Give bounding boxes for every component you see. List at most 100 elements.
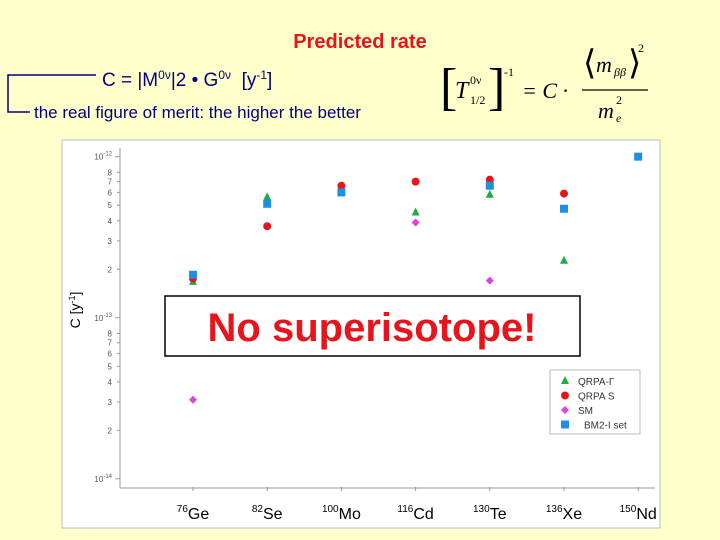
marker <box>485 181 494 190</box>
isotope-mass: 116 <box>397 504 413 515</box>
formula-part: m <box>598 98 614 123</box>
isotope-mass: 100 <box>322 504 339 515</box>
formula-sup: 0ν <box>158 68 171 82</box>
marker <box>411 177 420 186</box>
angle: ⟩ <box>628 45 641 82</box>
y-tick-label: 2 <box>108 426 113 435</box>
formula-sub: ββ <box>613 65 626 79</box>
formula-sup: 2 <box>638 41 644 55</box>
tick-text: 7 <box>108 178 113 187</box>
marker <box>263 199 272 208</box>
formula-sup: -1 <box>256 68 267 82</box>
y-tick-label: 10-14 <box>94 474 112 484</box>
y-tick-label: 5 <box>108 362 113 371</box>
slide-title: Predicted rate <box>293 31 426 53</box>
marker <box>560 204 568 213</box>
tick-text: 5 <box>108 362 113 371</box>
formula-sub: 1/2 <box>470 93 485 107</box>
marker <box>411 218 420 227</box>
marker <box>485 189 494 198</box>
tick-text: 4 <box>108 217 113 226</box>
tick-text: 8 <box>108 329 113 338</box>
legend-label: SM <box>578 406 593 417</box>
isotope-mass: 82 <box>252 504 264 515</box>
tick-text: 3 <box>108 398 113 407</box>
isotope-symbol: Te <box>490 506 507 523</box>
isotope-symbol: Ge <box>188 506 209 523</box>
y-tick-label: 4 <box>108 217 113 226</box>
tick-text: 6 <box>108 349 113 358</box>
isotope-symbol: Mo <box>339 506 361 523</box>
marker <box>561 420 569 429</box>
y-tick-label: 8 <box>108 329 113 338</box>
bracket-arrow <box>7 74 96 113</box>
marker <box>561 376 569 384</box>
tick-text: 8 <box>108 168 113 177</box>
x-tick-label: 116Cd <box>397 504 433 523</box>
annotation-box <box>164 295 581 357</box>
formula-part: = C · <box>522 78 568 103</box>
rate-formula: [ T 0ν 1/2 ] -1 = C · ⟨ m ββ ⟩ 2 m e 2 <box>440 41 648 125</box>
y-tick-label: 7 <box>108 178 113 187</box>
tick-text: 2 <box>108 265 113 274</box>
tick-text: 10 <box>94 314 103 323</box>
isotope-mass: 76 <box>177 504 189 515</box>
bracket: ] <box>488 59 505 116</box>
y-tick-label: 3 <box>108 237 113 246</box>
y-tick-label: 10-13 <box>94 313 112 323</box>
formula-sup: 0ν <box>470 73 482 87</box>
y-tick-label: 3 <box>108 398 113 407</box>
isotope-symbol: Nd <box>636 506 656 523</box>
tick-text: 3 <box>108 237 113 246</box>
isotope-symbol: Se <box>263 506 283 523</box>
isotope-symbol: Xe <box>563 506 583 523</box>
x-tick-label: 76Ge <box>177 504 210 523</box>
isotope-mass: 136 <box>546 504 563 515</box>
x-tick-label: 150Nd <box>620 504 657 523</box>
y-tick-label: 2 <box>108 265 113 274</box>
formula-sup: -1 <box>504 65 514 79</box>
x-tick-label: 82Se <box>252 504 283 523</box>
isotope-symbol: Cd <box>413 506 433 523</box>
marker <box>561 391 569 400</box>
tick-text: 10 <box>94 475 103 484</box>
marker <box>337 181 346 190</box>
marker <box>485 175 494 184</box>
formula-sup: 2 <box>616 93 622 107</box>
tick-sup: -12 <box>103 152 112 158</box>
legend-label: BM2-I set <box>584 421 627 432</box>
tick-text: 2 <box>108 426 113 435</box>
isotope-mass: 130 <box>473 504 490 515</box>
tick-sup: -14 <box>103 474 112 480</box>
bracket: [ <box>440 59 457 116</box>
marker <box>485 276 494 285</box>
formula-part: [y <box>231 70 257 91</box>
tick-text: 10 <box>94 153 103 162</box>
legend-label: QRPA-Γ <box>578 377 615 388</box>
marker <box>263 192 272 201</box>
formula-part: |2 • G <box>171 70 219 91</box>
y-tick-label: 10-12 <box>94 152 112 162</box>
formula-sup: 0ν <box>218 68 231 82</box>
formula-part: m <box>596 52 612 77</box>
tick-text: 5 <box>108 201 113 210</box>
formula-part: ] <box>267 70 272 91</box>
tick-text: 6 <box>108 188 113 197</box>
formula-sub: e <box>616 111 622 125</box>
marker <box>189 395 197 404</box>
y-tick-label: 6 <box>108 349 113 358</box>
marker <box>634 152 643 161</box>
label-sup: -1 <box>67 295 77 303</box>
angle: ⟨ <box>583 45 596 82</box>
tick-text: 7 <box>108 339 113 348</box>
marker <box>561 406 569 414</box>
annotation: No superisotope! <box>208 306 537 350</box>
marker <box>560 189 568 198</box>
marker <box>560 255 568 264</box>
legend-label: QRPA S <box>578 392 615 403</box>
y-tick-label: 8 <box>108 168 113 177</box>
formula-part: C = |M <box>102 70 158 91</box>
isotope-mass: 150 <box>620 504 637 515</box>
